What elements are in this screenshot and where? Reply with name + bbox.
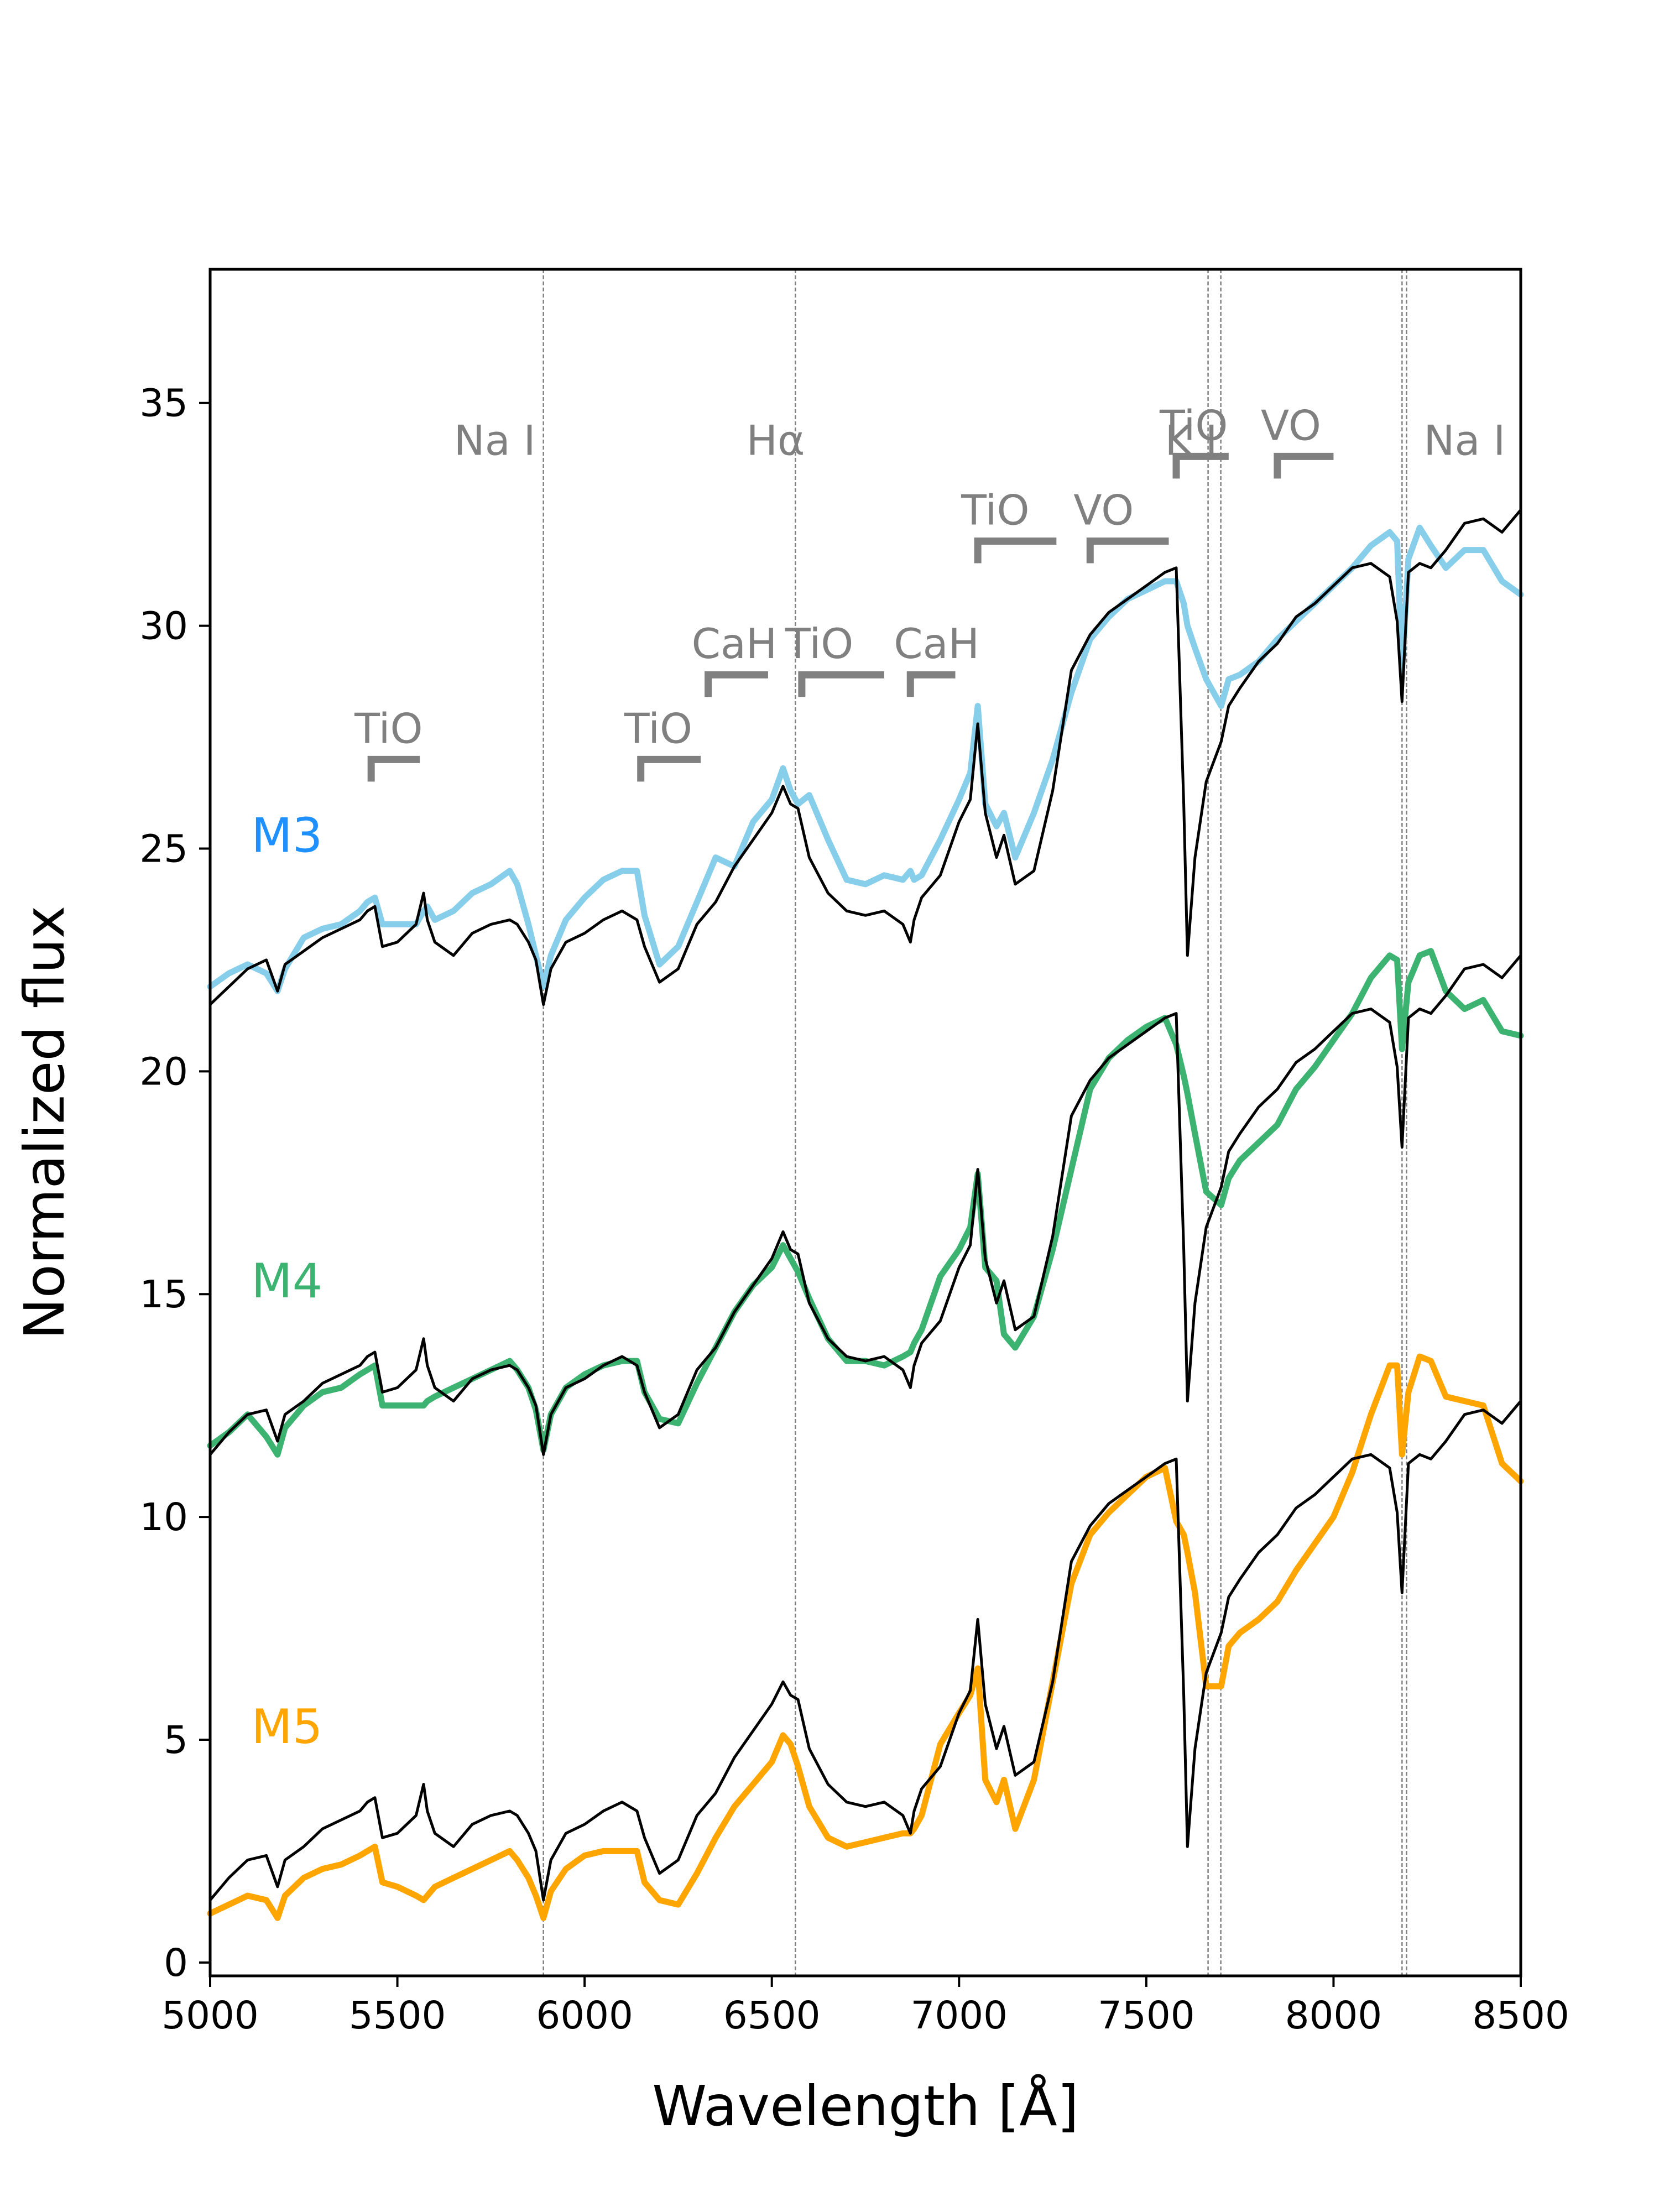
x-tick-label: 6500 xyxy=(723,1994,821,2038)
series-labels: M3 M4 M5 xyxy=(251,808,322,1754)
y-tick-label: 20 xyxy=(139,1050,188,1094)
axes-frame xyxy=(208,268,1522,1978)
x-axis-label: Wavelength [Å] xyxy=(652,2073,1078,2138)
band-label: TiO xyxy=(354,704,422,753)
band-bracket xyxy=(1172,452,1229,479)
band-bracket xyxy=(906,671,956,697)
x-tick-label: 5500 xyxy=(349,1994,446,2038)
x-tick-label: 7500 xyxy=(1098,1994,1195,2038)
x-tick-label: 8000 xyxy=(1285,1994,1383,2038)
spectral-line-label: Na I xyxy=(454,416,536,465)
spectrum-line-m3-template xyxy=(208,508,1522,1006)
spectral-line-label: Na I xyxy=(1423,416,1505,465)
x-tick-label: 5000 xyxy=(161,1994,259,2038)
band-label: TiO xyxy=(1159,401,1228,450)
y-tick-label: 30 xyxy=(139,604,188,649)
band-label: TiO xyxy=(624,704,692,753)
x-tick-label: 6000 xyxy=(536,1994,633,2038)
y-tick-label: 5 xyxy=(164,1718,188,1762)
spectrum-line-m5-standard xyxy=(207,1353,1524,1921)
y-axis-label: Normalized flux xyxy=(12,906,77,1339)
y-tick-label: 25 xyxy=(139,827,188,871)
band-bracket xyxy=(798,671,884,697)
series-label-m3: M3 xyxy=(251,808,322,863)
y-tick-label: 0 xyxy=(164,1941,188,1985)
series-label-m4: M4 xyxy=(251,1254,322,1309)
spectrum-line-m4-standard xyxy=(207,948,1524,1458)
y-tick-label: 10 xyxy=(139,1495,188,1540)
band-label: TiO xyxy=(961,486,1029,535)
x-tick-label: 8500 xyxy=(1472,1994,1569,2038)
spectrum-lines xyxy=(207,508,1524,1921)
band-label: CaH xyxy=(894,619,979,668)
y-tick-label: 15 xyxy=(139,1272,188,1317)
band-label: TiO xyxy=(785,619,853,668)
band-label: VO xyxy=(1073,486,1134,535)
band-bracket xyxy=(1086,538,1169,564)
spectrum-line-m4-template xyxy=(208,954,1522,1456)
band-bracket xyxy=(367,755,420,782)
band-label: CaH xyxy=(692,619,778,668)
band-bracket xyxy=(974,538,1057,564)
band-bracket xyxy=(1274,452,1334,479)
y-axis-ticks: 0 5 10 15 20 25 30 35 xyxy=(139,382,210,1985)
spectrum-line-m5-template xyxy=(208,1400,1522,1902)
band-bracket xyxy=(637,755,701,782)
band-label: VO xyxy=(1261,401,1321,450)
y-tick-label: 35 xyxy=(139,382,188,426)
series-label-m5: M5 xyxy=(251,1699,322,1755)
x-axis-ticks: 5000 5500 6000 6500 7000 7500 8000 8500 xyxy=(161,1976,1569,2038)
x-tick-label: 7000 xyxy=(910,1994,1008,2038)
spectral-line-label: Hα xyxy=(747,416,805,465)
band-bracket xyxy=(705,671,768,697)
